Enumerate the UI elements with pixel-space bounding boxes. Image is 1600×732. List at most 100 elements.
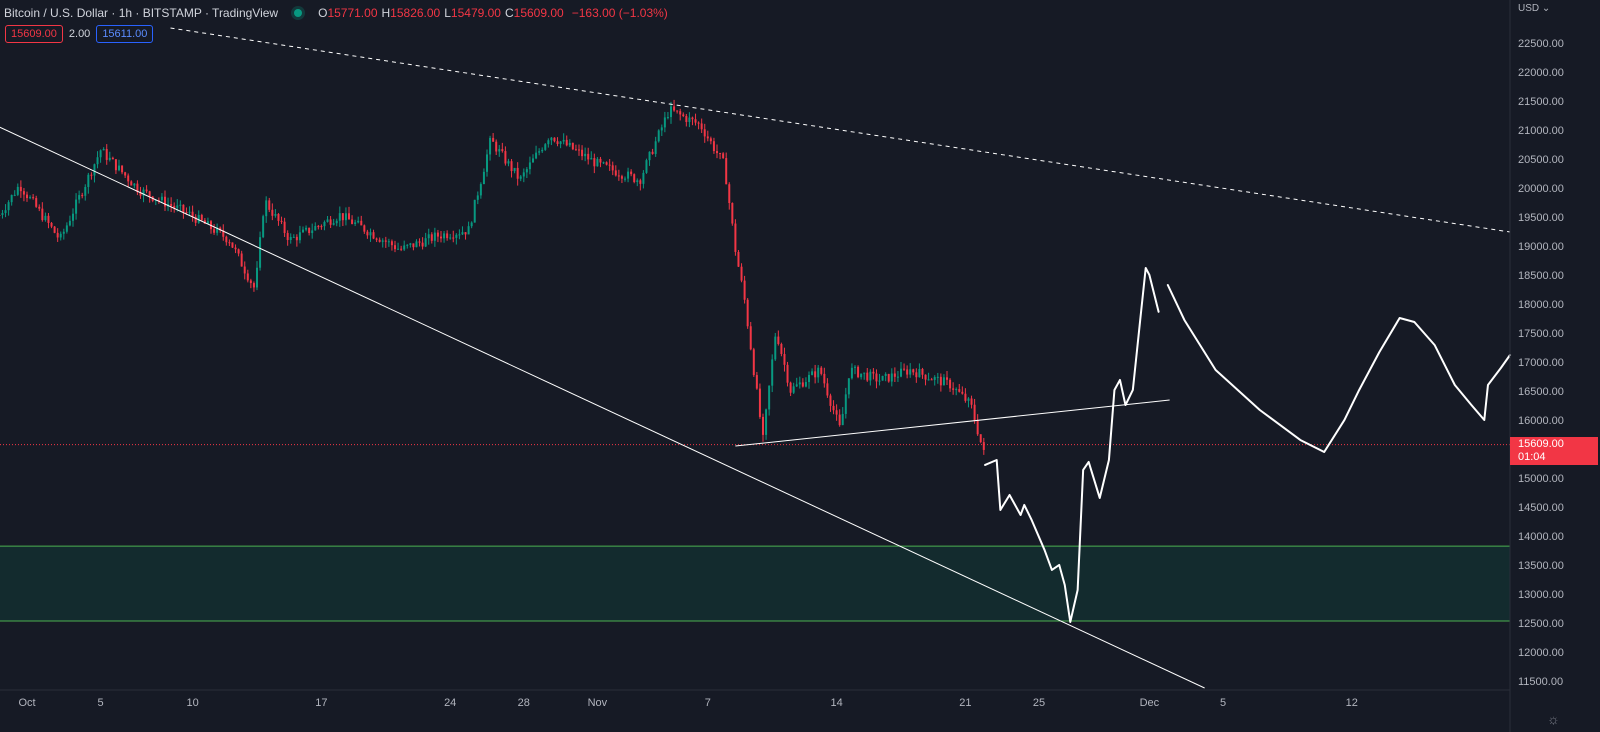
candle-body — [136, 183, 139, 193]
candle-body — [921, 368, 924, 375]
candle-body — [648, 151, 651, 161]
candle-body — [268, 200, 271, 210]
buy-button[interactable]: 15611.00 — [96, 25, 154, 43]
candle-body — [663, 117, 666, 128]
candle-body — [464, 232, 467, 235]
candle-body — [620, 176, 623, 179]
candle-body — [360, 220, 363, 226]
candle-body — [795, 384, 798, 387]
candle-body — [467, 226, 470, 235]
sell-button[interactable]: 15609.00 — [5, 25, 63, 43]
candle-body — [869, 371, 872, 381]
candle-body — [673, 106, 676, 111]
settings-gear-icon[interactable]: ☼ — [1547, 711, 1560, 727]
candle-body — [746, 299, 749, 327]
candle-body — [789, 382, 792, 393]
candle-body — [771, 359, 774, 386]
candle-body — [418, 241, 421, 243]
candle-body — [53, 226, 56, 233]
candle-body — [602, 162, 605, 164]
candle-body — [326, 219, 329, 222]
price-tick: 13000.00 — [1518, 589, 1564, 601]
candle-body — [344, 213, 347, 221]
candle-body — [75, 199, 78, 214]
candle-body — [562, 139, 565, 142]
candle-body — [605, 162, 608, 165]
price-tick: 15000.00 — [1518, 473, 1564, 485]
candle-body — [565, 139, 568, 146]
candle-body — [927, 379, 930, 381]
candles — [0, 99, 985, 455]
candle-body — [427, 234, 430, 239]
candle-body — [108, 157, 111, 160]
candle-body — [249, 280, 252, 284]
candle-body — [780, 343, 783, 354]
candle-body — [860, 373, 863, 378]
candle-body — [357, 220, 360, 223]
candle-body — [446, 233, 449, 239]
candle-body — [458, 234, 461, 236]
candle-body — [452, 237, 455, 239]
candle-body — [277, 213, 280, 221]
candle-body — [302, 229, 304, 233]
candle-body — [486, 154, 488, 172]
last-price-tag: 15609.00 01:04 — [1510, 437, 1598, 465]
candle-body — [400, 248, 403, 250]
candle-body — [378, 239, 381, 242]
candle-body — [1, 213, 4, 216]
candle-body — [590, 158, 593, 160]
candle-body — [348, 213, 350, 220]
spread-value: 2.00 — [68, 28, 91, 40]
candle-body — [191, 211, 194, 217]
price-tick: 20500.00 — [1518, 154, 1564, 166]
candle-body — [412, 243, 415, 248]
candle-body — [519, 176, 522, 179]
candle-body — [403, 245, 406, 250]
candle-body — [332, 223, 335, 225]
candle-body — [584, 153, 587, 157]
candle-body — [424, 238, 427, 247]
candle-body — [387, 241, 390, 243]
candle-body — [335, 220, 338, 224]
candle-body — [624, 178, 626, 180]
symbol-title[interactable]: Bitcoin / U.S. Dollar · 1h · BITSTAMP · … — [4, 6, 279, 20]
candle-body — [728, 184, 731, 204]
candle-body — [10, 195, 13, 203]
candle-body — [295, 236, 298, 241]
candle-body — [246, 273, 249, 281]
candle-body — [4, 210, 7, 214]
candle-body — [84, 187, 87, 196]
candle-body — [528, 162, 531, 170]
candle-body — [633, 174, 636, 183]
candle-body — [127, 175, 130, 182]
price-tick: 17000.00 — [1518, 357, 1564, 369]
candle-body — [847, 378, 850, 395]
currency-selector[interactable]: USD ⌄ — [1518, 3, 1551, 14]
candle-body — [541, 149, 544, 152]
candle-body — [630, 171, 633, 175]
candle-body — [87, 174, 90, 188]
price-tick: 12500.00 — [1518, 618, 1564, 630]
candle-body — [900, 368, 902, 377]
candle-body — [415, 241, 418, 248]
candle-body — [881, 375, 884, 381]
candle-body — [682, 114, 685, 117]
candle-body — [737, 251, 740, 267]
candle-body — [78, 195, 81, 200]
candle-body — [329, 219, 332, 225]
candle-body — [798, 382, 801, 385]
candle-body — [808, 374, 810, 383]
candle-body — [406, 244, 409, 246]
candle-body — [532, 158, 534, 163]
candle-body — [608, 164, 611, 166]
candle-body — [654, 141, 657, 154]
price-tick: 21000.00 — [1518, 125, 1564, 137]
price-tick: 22500.00 — [1518, 38, 1564, 50]
candle-body — [381, 240, 384, 242]
price-tick: 22000.00 — [1518, 67, 1564, 79]
candle-body — [237, 249, 240, 254]
candle-body — [691, 117, 694, 120]
candle-body — [440, 236, 442, 239]
candle-body — [139, 192, 142, 196]
